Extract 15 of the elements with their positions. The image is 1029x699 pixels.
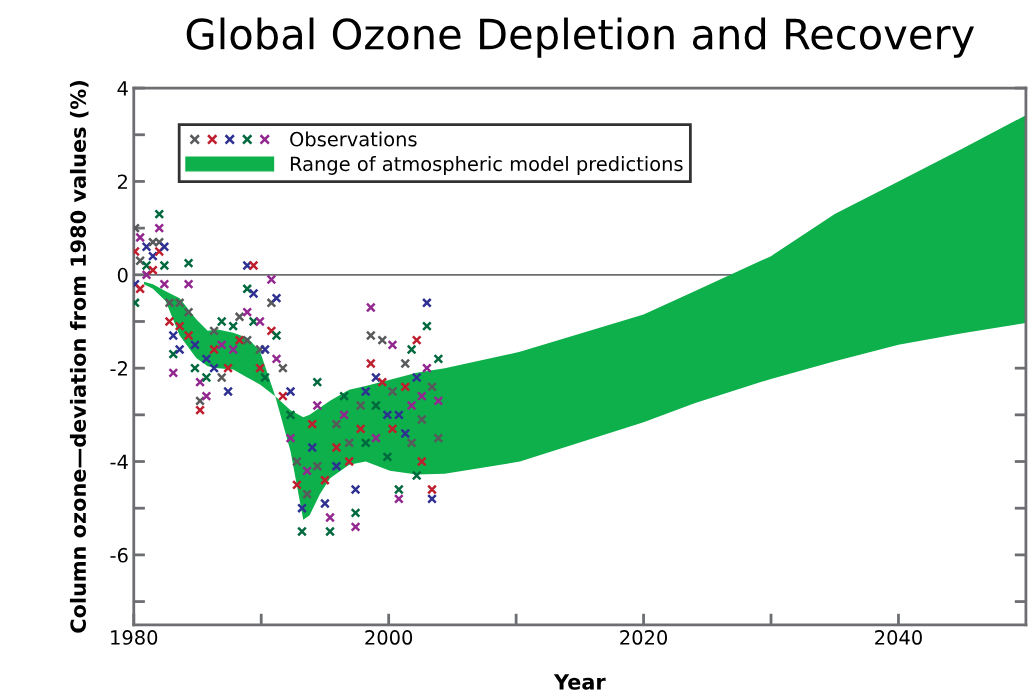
- y-tick-label: -4: [110, 454, 128, 469]
- y-tick-label: -6: [110, 547, 128, 563]
- x-tick-label: 2000: [365, 630, 413, 645]
- x-axis-title: Year: [553, 674, 606, 690]
- chart-title: Global Ozone Depletion and Recovery: [186, 17, 975, 58]
- x-tick-label: 1980: [111, 630, 158, 645]
- x-tick-label: 2040: [875, 630, 922, 645]
- legend-label: Range of atmospheric model predictions: [290, 156, 683, 175]
- y-tick-label: 4: [117, 81, 128, 96]
- y-axis-title: Column ozone—deviation from 1980 values (%): [69, 81, 89, 633]
- legend-label: Observations: [290, 131, 417, 147]
- y-tick-label: -2: [110, 361, 127, 376]
- y-tick-label: 2: [117, 174, 127, 189]
- x-tick-label: 2020: [620, 630, 668, 645]
- y-tick-label: 0: [117, 267, 128, 283]
